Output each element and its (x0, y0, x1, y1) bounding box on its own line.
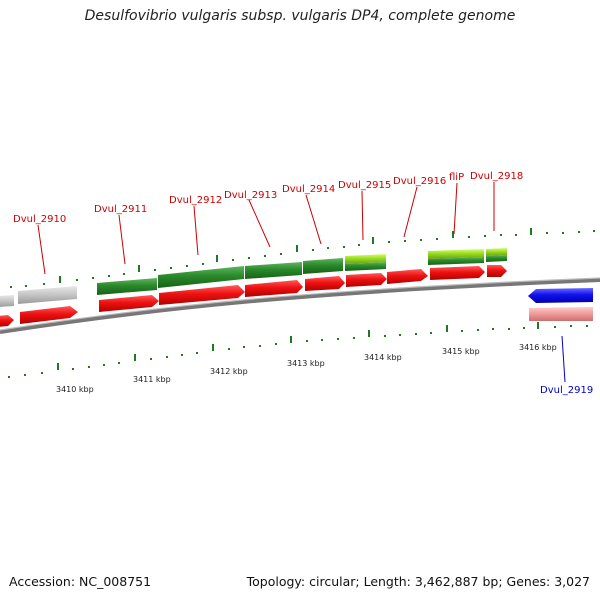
kbp-label-3411: 3411 kbp (133, 375, 171, 384)
genome-backbone (0, 278, 600, 334)
map-title: Desulfovibrio vulgaris subsp. vulgaris D… (84, 8, 516, 24)
gene-label-dvul-2911[interactable]: Dvul_2911 (94, 204, 147, 215)
gene-label-flip[interactable]: fliP (449, 172, 464, 183)
gene-label-dvul-2918[interactable]: Dvul_2918 (470, 171, 523, 182)
kbp-label-3415: 3415 kbp (442, 347, 480, 356)
inner-tick-track (8, 322, 588, 378)
gene-label-dvul-2912[interactable]: Dvul_2912 (169, 195, 222, 206)
kbp-label-3414: 3414 kbp (364, 353, 402, 362)
gene-label-dvul-2913[interactable]: Dvul_2913 (224, 190, 277, 201)
feature-track-upper (0, 248, 507, 307)
outer-tick-track (10, 228, 595, 288)
gene-label-dvul-2914[interactable]: Dvul_2914 (282, 184, 335, 195)
gene-label-dvul-2910[interactable]: Dvul_2910 (13, 214, 66, 225)
accession-text: Accession: NC_008751 (9, 574, 152, 589)
cds-track-forward (0, 265, 507, 327)
gene-leader-lines (37, 182, 566, 383)
gene-label-dvul-2915[interactable]: Dvul_2915 (338, 180, 391, 191)
gene-labels: Dvul_2910 Dvul_2911 Dvul_2912 Dvul_2913 … (13, 171, 593, 396)
kbp-label-3416: 3416 kbp (519, 343, 557, 352)
kbp-label-3412: 3412 kbp (210, 367, 248, 376)
kbp-label-3413: 3413 kbp (287, 359, 325, 368)
kbp-labels: 3410 kbp 3411 kbp 3412 kbp 3413 kbp 3414… (56, 343, 557, 394)
cds-track-reverse (528, 288, 593, 321)
gene-label-dvul-2916[interactable]: Dvul_2916 (393, 176, 446, 187)
gene-label-dvul-2919[interactable]: Dvul_2919 (540, 385, 593, 396)
genome-summary-text: Topology: circular; Length: 3,462,887 bp… (246, 574, 590, 589)
kbp-label-3410: 3410 kbp (56, 385, 94, 394)
